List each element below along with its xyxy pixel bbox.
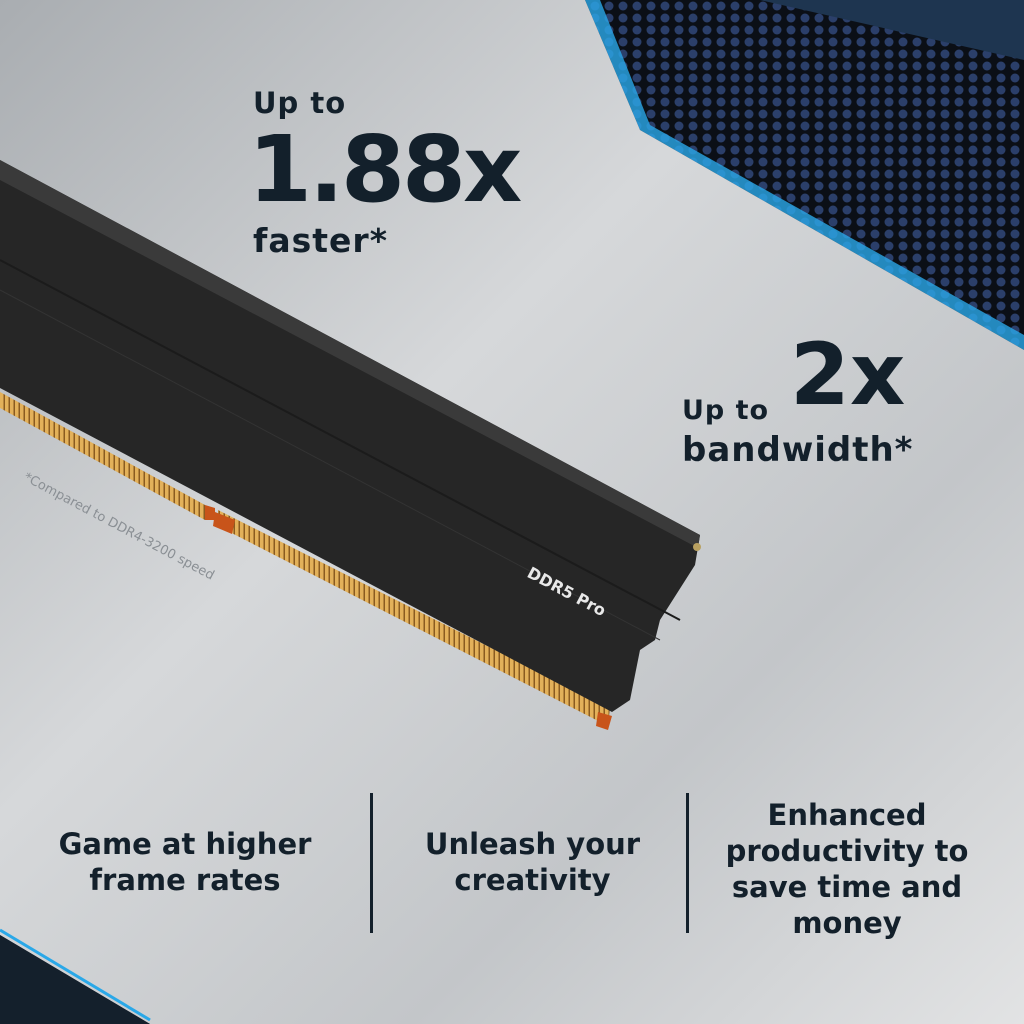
headline-1-suffix: faster* xyxy=(253,221,388,260)
divider xyxy=(370,793,373,933)
feature-line: Game at higher xyxy=(58,827,312,861)
headline-2-value: 2x xyxy=(790,325,906,425)
feature-creativity: Unleash your creativity xyxy=(395,826,670,898)
dark-panel xyxy=(650,0,1024,60)
feature-line: creativity xyxy=(454,863,611,897)
feature-line: Enhanced xyxy=(767,798,927,832)
blue-accent-edge xyxy=(585,0,1024,350)
gold-contacts-left xyxy=(0,392,205,520)
feature-line: Unleash your xyxy=(424,827,641,861)
feature-line: money xyxy=(792,906,902,940)
headline-1-value: 1.88x xyxy=(248,116,522,223)
corner-panel xyxy=(0,935,150,1024)
heatspreader xyxy=(0,160,700,712)
divider xyxy=(686,793,689,933)
headline-2-prefix: Up to xyxy=(682,395,770,426)
feature-gaming: Game at higher frame rates xyxy=(40,826,330,898)
feature-line: frame rates xyxy=(89,863,281,897)
feature-productivity: Enhanced productivity to save time and m… xyxy=(697,797,997,941)
headline-2-suffix: bandwidth* xyxy=(682,430,914,470)
headline-1-prefix: Up to xyxy=(253,86,347,120)
gold-contacts-right xyxy=(218,510,610,726)
corner-accent-line xyxy=(0,928,151,1022)
feature-line: productivity to xyxy=(725,834,969,868)
hex-mesh-panel xyxy=(585,0,1024,350)
ram-module xyxy=(0,160,701,730)
feature-line: save time and xyxy=(731,870,963,904)
